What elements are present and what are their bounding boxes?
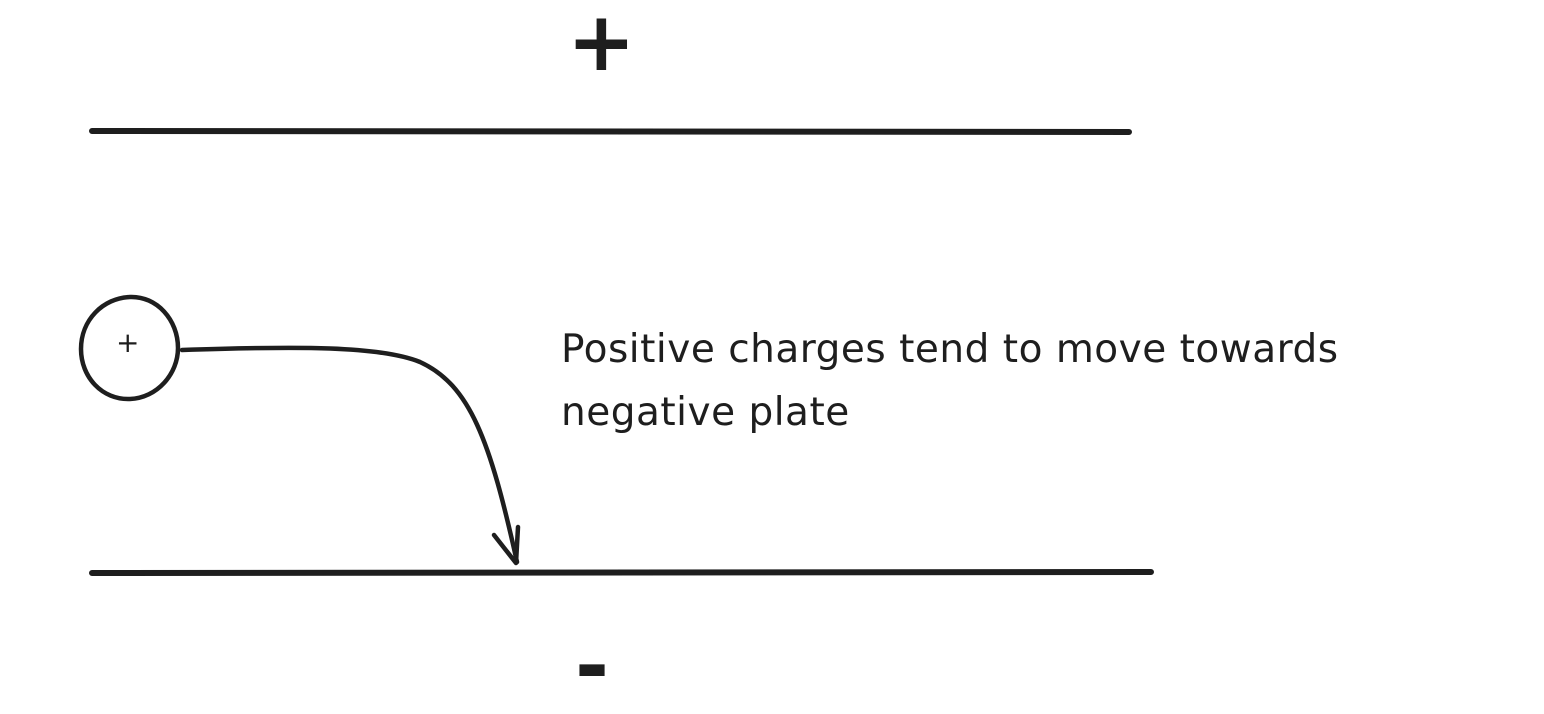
trajectory-arrow (179, 345, 520, 565)
arrowhead (491, 524, 521, 566)
top-plate-positive-label: + (567, 0, 636, 90)
caption-line: Positive charges tend to move towards (561, 327, 1339, 372)
bottom-plate (89, 569, 1154, 576)
bottom-plate-negative-label: - (575, 619, 610, 714)
caption-text: Positive charges tend to move towards ne… (561, 318, 1541, 444)
caption-line: negative plate (561, 390, 850, 435)
particle-charge-label: + (116, 326, 140, 359)
positive-charge-circle (78, 294, 181, 402)
top-plate (89, 127, 1132, 135)
